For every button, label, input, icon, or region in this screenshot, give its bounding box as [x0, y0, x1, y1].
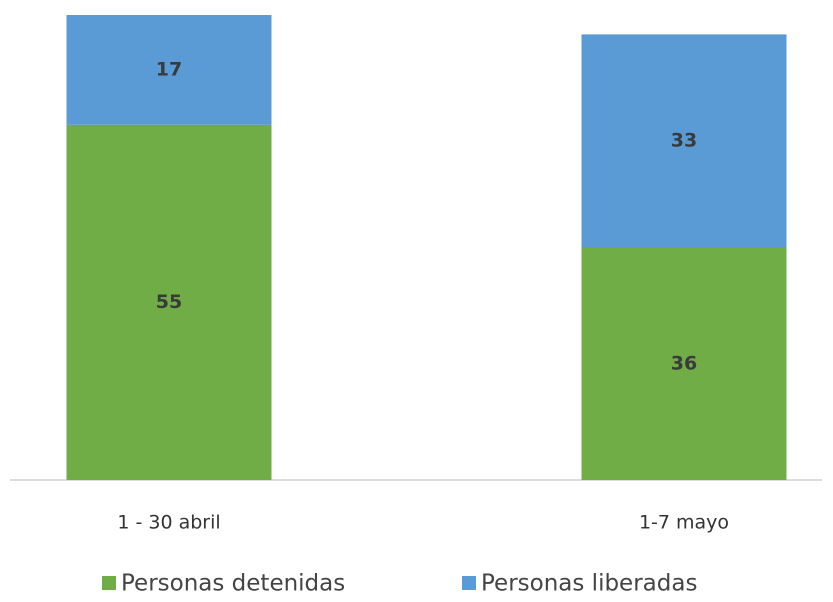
- legend-swatch: [102, 576, 116, 590]
- bar-segment: [66, 124, 272, 481]
- x-tick-label: 1-7 mayo: [639, 512, 729, 534]
- legend-swatch: [462, 576, 476, 590]
- data-label: 55: [156, 291, 182, 313]
- x-tick-label: 1 - 30 abril: [117, 512, 220, 534]
- data-label: 33: [671, 129, 697, 151]
- bar-segment: [581, 247, 787, 480]
- bar-segment: [66, 15, 272, 125]
- data-label: 17: [156, 58, 182, 80]
- legend-label: Personas liberadas: [481, 571, 697, 597]
- data-label: 36: [671, 352, 697, 374]
- legend-label: Personas detenidas: [121, 571, 345, 597]
- bar-segment: [581, 34, 787, 248]
